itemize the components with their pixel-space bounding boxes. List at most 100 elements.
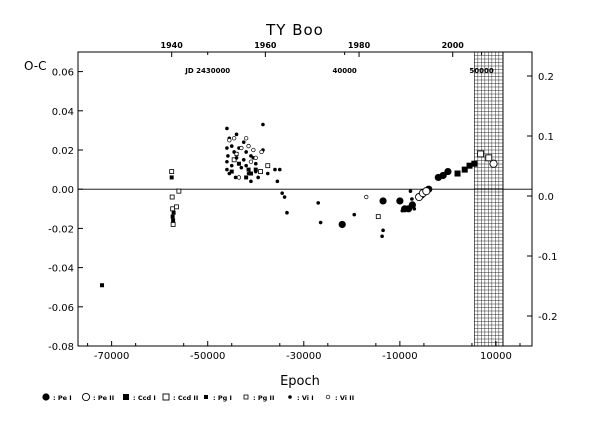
y-tick-label: 0.02 [52, 146, 74, 157]
point-ccd-i [471, 160, 478, 167]
point-pg-ii [170, 206, 176, 212]
point-ccd-i [454, 170, 461, 177]
year-tick-label: 1940 [161, 41, 184, 50]
point-vi-ii [246, 143, 251, 149]
point-vi-i [352, 212, 357, 217]
point-vi-i [229, 163, 234, 168]
point-vi-ii [248, 159, 254, 164]
y-tick-label: 0.04 [52, 107, 74, 118]
legend-label: : Pg I [213, 394, 232, 402]
legend-marker [325, 394, 331, 400]
legend-marker [204, 395, 208, 399]
legend-marker [81, 392, 91, 402]
point-pe-ii [422, 187, 431, 196]
year-tick-label: 1960 [254, 41, 277, 50]
point-vi-i [410, 197, 414, 201]
point-pe-i [444, 167, 452, 176]
legend-label: : Vi II [335, 394, 354, 402]
legend: : Pe I: Pe II: Ccd I: Ccd II: Pg I: Pg I… [42, 392, 354, 402]
x-tick-label: -70000 [94, 351, 129, 362]
point-vi-ii [364, 194, 369, 200]
point-vi-i [241, 158, 246, 162]
point-vi-ii [251, 147, 256, 153]
point-vi-i [241, 140, 246, 144]
point-vi-i [273, 167, 277, 172]
point-ccd-ii [485, 154, 493, 162]
point-pe-i [439, 171, 447, 180]
point-pg-i [170, 214, 175, 219]
point-vi-ii [227, 138, 232, 143]
point-vi-ii [234, 151, 239, 157]
y-tick-label: -0.04 [48, 264, 74, 275]
point-vi-ii [253, 155, 258, 160]
year-tick-label: 1980 [348, 41, 371, 50]
point-pg-ii [169, 169, 175, 174]
x-tick-label: 10000 [480, 351, 512, 362]
point-vi-i [412, 207, 417, 211]
point-vi-i [239, 165, 244, 170]
point-pg-i [236, 161, 241, 166]
jd-tick-label: 50000 [469, 67, 493, 75]
point-vi-ii [231, 136, 237, 141]
point-pg-i [229, 169, 234, 174]
point-vi-i [275, 179, 280, 184]
point-pg-i [248, 171, 253, 176]
point-vi-i [277, 167, 282, 172]
point-vi-i [225, 146, 229, 150]
x-tick-label: -50000 [190, 351, 225, 362]
right-tick-label: -0.1 [538, 252, 558, 263]
plot-frame [77, 51, 533, 347]
point-vi-i [265, 171, 270, 176]
legend-marker [42, 393, 50, 401]
jd-tick-label: 40000 [332, 67, 356, 75]
point-pe-i [338, 220, 346, 229]
legend-label: : Ccd II [173, 394, 198, 402]
point-pg-ii [265, 163, 271, 169]
point-pe-i [379, 197, 387, 205]
point-pg-i [171, 218, 176, 223]
right-tick-label: 0.1 [538, 132, 554, 143]
axis-ticks: -70000 -50000 -30000 -10000 10000 0.06 0.04 0.0… [48, 41, 557, 362]
y-axis-label: O-C [24, 59, 47, 73]
point-vi-ii [236, 175, 242, 180]
data-points [100, 122, 498, 288]
legend-marker [243, 394, 249, 400]
point-pg-ii [231, 157, 237, 163]
point-pg-ii [176, 188, 182, 194]
point-vi-i [249, 179, 253, 184]
chart-title: TY Boo [265, 21, 324, 39]
point-vi-i [229, 144, 234, 148]
point-pg-ii [375, 214, 381, 220]
point-vi-i [280, 191, 284, 195]
point-pg-i [171, 210, 176, 215]
point-pg-ii [258, 169, 263, 174]
y-tick-label: 0.00 [52, 185, 74, 196]
y-tick-label: -0.06 [48, 303, 74, 314]
point-pg-i [100, 283, 105, 288]
point-vi-i [244, 150, 248, 154]
point-vi-i [233, 175, 238, 180]
y-tick-label: -0.08 [48, 342, 74, 353]
x-axis-label: Epoch [280, 374, 320, 389]
point-pe-ii [489, 159, 498, 168]
point-pg-ii [170, 222, 176, 227]
point-ccd-i [461, 166, 468, 173]
point-pg-i [244, 175, 249, 180]
point-vi-i [225, 167, 229, 172]
x-tick-label: -10000 [382, 351, 417, 362]
point-vi-i [253, 161, 258, 166]
legend-label: : Pe II [93, 394, 114, 402]
right-tick-label: -0.2 [538, 312, 558, 323]
legend-marker [123, 394, 129, 400]
y-tick-label: 0.06 [52, 68, 74, 79]
point-ccd-ii [477, 150, 485, 158]
point-pe-i [408, 201, 416, 209]
point-pe-i [396, 197, 404, 205]
year-tick-label: 2000 [442, 41, 465, 50]
point-vi-i [256, 175, 260, 180]
right-tick-label: 0.0 [538, 192, 554, 203]
legend-label: : Pg II [253, 394, 274, 402]
future-epoch-hatch [474, 51, 504, 347]
point-pg-ii [174, 204, 179, 210]
